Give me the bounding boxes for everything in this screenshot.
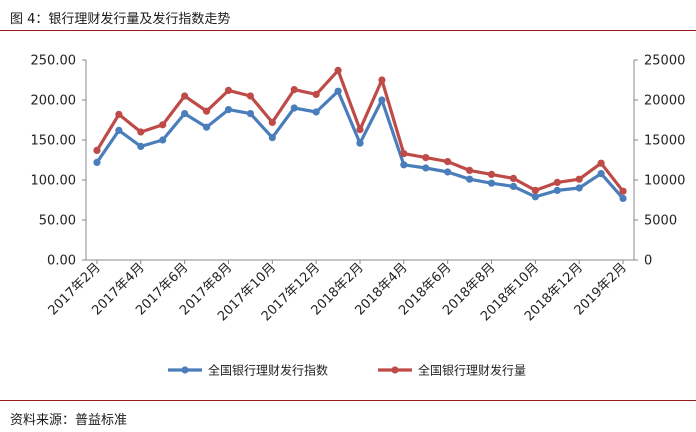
right-tick-label: 10000 (644, 174, 685, 189)
series-1-point (553, 186, 561, 194)
series-1-point (224, 106, 233, 114)
series-2-point (181, 92, 189, 100)
series-2-point (575, 175, 583, 183)
chart: 0.00 50.00 100.00 150.00 200.00 250.00 0 5000 10… (31, 54, 686, 378)
series-2-point (334, 66, 342, 74)
source-note: 资料来源：普益标准 (10, 413, 128, 428)
series-1-point (312, 108, 320, 116)
series-1-point (422, 164, 430, 172)
series-1-point (137, 142, 145, 150)
series-2-point (268, 118, 276, 126)
series-1-point (509, 182, 518, 190)
series-2-point (290, 86, 298, 94)
series-2-point (159, 121, 167, 129)
series-2-point (224, 86, 233, 94)
series-2-point (356, 126, 364, 134)
top-rule (0, 30, 696, 31)
series-2-point (553, 178, 561, 186)
left-tick-label: 150.00 (31, 134, 77, 149)
series-1-point (181, 110, 189, 118)
series-1-point (159, 136, 167, 144)
series-2-point (137, 128, 145, 136)
series-1-point (290, 104, 298, 112)
series-2-point (93, 146, 101, 154)
series-1-point (466, 175, 474, 183)
series-1-point (487, 179, 496, 187)
series-1-point (378, 96, 386, 104)
series-2-point (509, 174, 518, 182)
bottom-rule (0, 400, 696, 401)
series-1-point (93, 158, 101, 166)
right-tick-label: 5000 (644, 214, 677, 229)
series-2-point (487, 170, 496, 178)
left-tick-label: 100.00 (31, 174, 77, 189)
series-2-point (422, 154, 430, 162)
series-1-point (356, 139, 364, 147)
series-1-point (268, 134, 276, 142)
left-tick-label: 50.00 (39, 214, 76, 229)
left-tick-label: 200.00 (31, 94, 77, 109)
legend-swatch-point (181, 366, 189, 374)
series-1-point (246, 110, 254, 118)
right-tick-label: 15000 (644, 134, 685, 149)
left-tick-label: 250.00 (31, 54, 77, 69)
legend-swatch-point (391, 366, 399, 374)
series-1-point (531, 193, 539, 201)
series-2-point (400, 150, 408, 158)
series-1-point (202, 123, 211, 131)
series-2-point (312, 90, 320, 98)
right-tick-label: 0 (644, 254, 652, 269)
series-1-point (115, 126, 123, 134)
right-tick-label: 20000 (644, 94, 685, 109)
legend-label: 全国银行理财发行指数 (208, 363, 328, 378)
series-1-point (444, 168, 452, 176)
series-2-point (466, 166, 474, 174)
series-1-point (400, 161, 408, 169)
series-2-point (597, 159, 605, 167)
figure-title: 图 4：银行理财发行量及发行指数走势 (10, 12, 231, 27)
series-2-point (202, 107, 211, 115)
series-1-point (575, 184, 583, 192)
series-2-point (246, 92, 254, 100)
series-1-point (334, 87, 342, 95)
series-1-point (597, 170, 605, 178)
series-2-point (378, 76, 386, 84)
series-2-point (531, 186, 539, 194)
series-2-point (619, 187, 627, 195)
series-1-point (619, 194, 627, 202)
series-2-point (444, 158, 452, 166)
right-tick-label: 25000 (644, 54, 685, 69)
left-tick-label: 0.00 (47, 254, 76, 269)
legend-label: 全国银行理财发行量 (418, 363, 526, 378)
series-2-point (115, 110, 123, 118)
